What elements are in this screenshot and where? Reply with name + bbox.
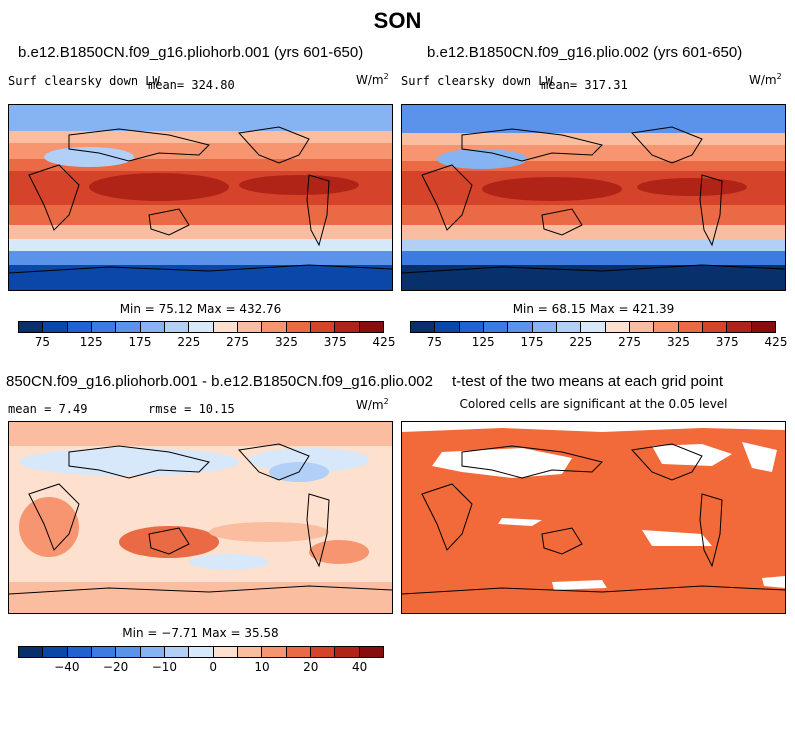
colorbar-swatch — [237, 647, 263, 657]
panel3-map — [8, 421, 393, 614]
colorbar-swatch — [164, 647, 190, 657]
panel1-colorbar — [18, 321, 384, 333]
colorbar-swatch — [43, 647, 68, 657]
panel1-units: W/m2 — [356, 72, 389, 87]
colorbar-swatch — [286, 647, 311, 657]
panel2-colorbar — [410, 321, 776, 333]
colorbar-swatch — [581, 322, 606, 332]
panel2-colorbar-ticks: 75 125 175 225 275 325 375 425 — [410, 335, 788, 349]
colorbar-tick-label: 425 — [764, 335, 788, 349]
colorbar-swatch — [702, 322, 728, 332]
colorbar-swatch — [67, 322, 92, 332]
panel3-units: W/m2 — [356, 397, 389, 412]
colorbar-tick-label: 275 — [226, 335, 250, 349]
colorbar-tick-label: 20 — [303, 660, 319, 674]
panel1-colorbar-ticks: 75 125 175 225 275 325 375 425 — [18, 335, 396, 349]
colorbar-swatch — [116, 322, 141, 332]
panel4-title: t-test of the two means at each grid poi… — [452, 373, 723, 390]
colorbar-swatch — [237, 322, 263, 332]
colorbar-tick-label: 325 — [274, 335, 298, 349]
panel1-map — [8, 104, 393, 291]
colorbar-swatch — [727, 322, 752, 332]
colorbar-tick-label: 375 — [715, 335, 739, 349]
colorbar-tick-label: 425 — [372, 335, 396, 349]
panel1-minmax: Min = 75.12 Max = 432.76 — [119, 302, 282, 316]
colorbar-tick-label: 325 — [666, 335, 690, 349]
colorbar-swatch — [43, 322, 68, 332]
colorbar-swatch — [335, 322, 360, 332]
colorbar-swatch — [164, 322, 190, 332]
colorbar-swatch — [19, 322, 44, 332]
colorbar-swatch — [629, 322, 655, 332]
colorbar-swatch — [359, 647, 383, 657]
panel4-map — [401, 421, 786, 614]
colorbar-swatch — [286, 322, 311, 332]
figure-title: SON — [373, 8, 422, 33]
colorbar-swatch — [654, 322, 679, 332]
panel1-title: b.e12.B1850CN.f09_g16.pliohorb.001 (yrs … — [18, 44, 364, 61]
colorbar-swatch — [459, 322, 484, 332]
colorbar-swatch — [140, 647, 165, 657]
colorbar-tick-label: 10 — [254, 660, 270, 674]
colorbar-swatch — [91, 322, 117, 332]
panel3-rmse: rmse = 10.15 — [148, 402, 235, 416]
colorbar-swatch — [335, 647, 360, 657]
colorbar-swatch — [310, 322, 336, 332]
colorbar-swatch — [556, 322, 582, 332]
panel2-units: W/m2 — [749, 72, 782, 87]
panel2-minmax: Min = 68.15 Max = 421.39 — [512, 302, 675, 316]
colorbar-swatch — [411, 322, 436, 332]
colorbar-swatch — [359, 322, 383, 332]
colorbar-swatch — [67, 647, 92, 657]
colorbar-tick-label: −20 — [102, 660, 129, 674]
colorbar-tick-label: 75 — [426, 335, 443, 349]
panel2-map — [401, 104, 786, 291]
panel3-mean: mean = 7.49 — [8, 402, 88, 416]
colorbar-tick-label: 125 — [471, 335, 495, 349]
panel1-variable: Surf clearsky down LW — [8, 74, 160, 88]
colorbar-swatch — [483, 322, 509, 332]
colorbar-swatch — [213, 647, 238, 657]
colorbar-tick-label: 75 — [34, 335, 51, 349]
colorbar-swatch — [435, 322, 460, 332]
colorbar-tick-label: 225 — [569, 335, 593, 349]
colorbar-swatch — [262, 647, 287, 657]
colorbar-swatch — [751, 322, 775, 332]
colorbar-tick-label: 175 — [128, 335, 152, 349]
colorbar-tick-label: 225 — [177, 335, 201, 349]
panel3-colorbar-ticks: −40 −20 −10 0 10 20 40 — [18, 660, 384, 674]
colorbar-tick-label: 0 — [209, 660, 218, 674]
colorbar-tick-label: 375 — [323, 335, 347, 349]
panel3-title: 850CN.f09_g16.pliohorb.001 - b.e12.B1850… — [6, 373, 433, 390]
colorbar-swatch — [532, 322, 557, 332]
panel2-variable: Surf clearsky down LW — [401, 74, 553, 88]
panel3-colorbar — [18, 646, 384, 658]
colorbar-swatch — [262, 322, 287, 332]
colorbar-swatch — [678, 322, 703, 332]
colorbar-tick-label: −40 — [54, 660, 80, 674]
panel4-subtitle: Colored cells are significant at the 0.0… — [459, 397, 728, 411]
colorbar-swatch — [19, 647, 44, 657]
colorbar-swatch — [213, 322, 238, 332]
colorbar-tick-label: 40 — [351, 660, 368, 674]
colorbar-swatch — [310, 647, 336, 657]
panel2-title: b.e12.B1850CN.f09_g16.plio.002 (yrs 601-… — [427, 44, 743, 61]
colorbar-tick-label: −10 — [151, 660, 178, 674]
colorbar-swatch — [189, 322, 214, 332]
panel2-mean: mean= 317.31 — [541, 78, 628, 92]
colorbar-swatch — [91, 647, 117, 657]
colorbar-swatch — [189, 647, 214, 657]
colorbar-swatch — [605, 322, 630, 332]
panel3-minmax: Min = −7.71 Max = 35.58 — [122, 626, 279, 640]
colorbar-swatch — [116, 647, 141, 657]
colorbar-swatch — [140, 322, 165, 332]
panel1-mean: mean= 324.80 — [148, 78, 235, 92]
colorbar-swatch — [508, 322, 533, 332]
colorbar-tick-label: 125 — [79, 335, 103, 349]
colorbar-tick-label: 175 — [520, 335, 544, 349]
colorbar-tick-label: 275 — [618, 335, 642, 349]
